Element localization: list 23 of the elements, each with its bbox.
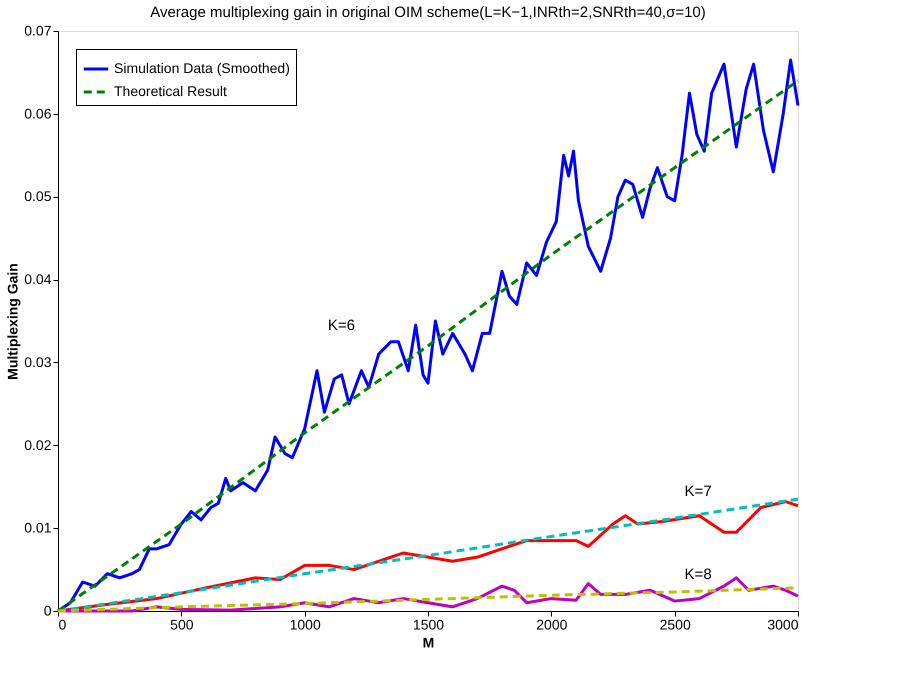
y-tick-label: 0.02 — [24, 436, 52, 453]
y-tick-label: 0.06 — [24, 105, 52, 122]
legend-label: Simulation Data (Smoothed) — [114, 60, 290, 76]
annotation: K=8 — [684, 566, 712, 583]
x-tick-label: 0 — [58, 616, 66, 632]
y-tick-label: 0.07 — [24, 22, 52, 38]
chart-title: Average multiplexing gain in original OIM scheme(L=K−1,INRth=2,SNRth=40,σ=10) — [150, 4, 706, 21]
x-tick-label: 1000 — [290, 616, 321, 632]
y-tick-label: 0.01 — [24, 520, 52, 536]
x-tick-label: 500 — [170, 616, 194, 632]
annotation: K=6 — [328, 317, 355, 334]
x-tick-label: 2500 — [660, 616, 691, 632]
y-tick-label: 0.03 — [24, 354, 52, 370]
y-tick-label: 0.04 — [24, 271, 52, 288]
y-axis-title: Multiplexing Gain — [4, 263, 20, 380]
x-axis-title: M — [422, 634, 434, 650]
annotation: K=7 — [684, 482, 712, 500]
x-tick-label: 1500 — [412, 616, 444, 632]
x-tick-label: 3000 — [767, 616, 799, 632]
legend-label: Theoretical Result — [114, 83, 227, 99]
x-tick-label: 2000 — [536, 616, 568, 632]
y-tick-label: 0.05 — [24, 188, 52, 204]
y-tick-label: 0 — [44, 602, 52, 618]
